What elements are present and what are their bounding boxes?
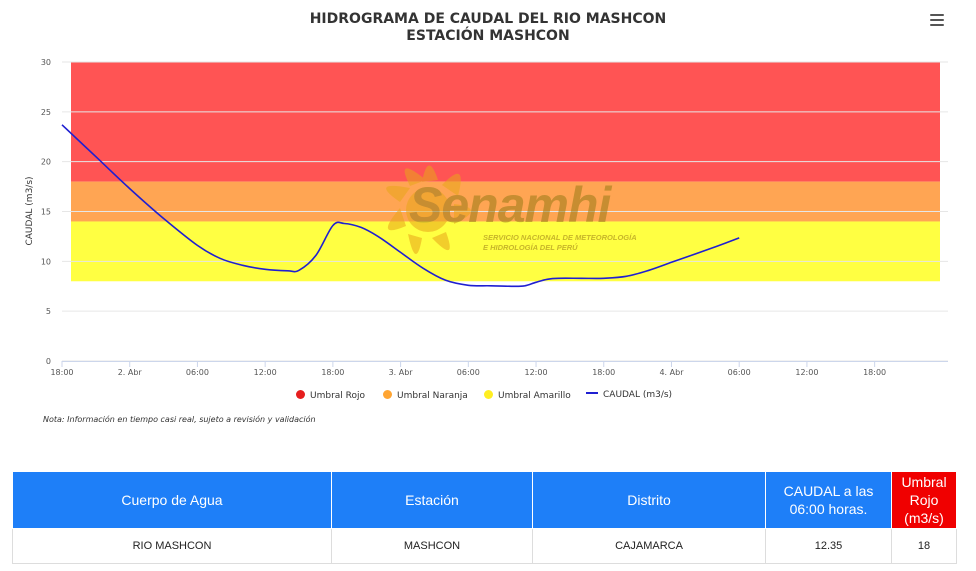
x-tick-label: 18:00 — [321, 368, 344, 377]
x-tick-label: 06:00 — [728, 368, 751, 377]
legend-item-umbral-naranja[interactable]: Umbral Naranja — [383, 390, 468, 401]
watermark-brand: Senamhi — [409, 177, 611, 233]
x-tick-label: 12:00 — [795, 368, 818, 377]
red-dot-icon — [296, 390, 305, 399]
y-tick-label: 10 — [41, 257, 51, 266]
y-tick-label: 5 — [46, 307, 51, 316]
y-tick-label: 0 — [46, 357, 51, 366]
header-distrito: Distrito — [532, 471, 766, 529]
table-row: RIO MASHCON MASHCON CAJAMARCA 12.35 18 — [12, 528, 957, 564]
y-axis-label: CAUDAL (m3/s) — [25, 176, 35, 245]
chart-title: HIDROGRAMA DE CAUDAL DEL RIO MASHCON — [309, 11, 667, 27]
orange-dot-icon — [383, 390, 392, 399]
band-umbral-naranja — [71, 181, 940, 222]
legend-label: CAUDAL (m3/s) — [603, 390, 673, 400]
y-axis: 0 5 10 15 20 25 30 — [41, 58, 51, 366]
x-tick-label: 3. Abr — [389, 368, 414, 377]
series-layer — [61, 124, 740, 288]
x-tick-label: 06:00 — [457, 368, 480, 377]
legend-label: Umbral Amarillo — [498, 391, 571, 401]
x-tick-label: 12:00 — [254, 368, 277, 377]
header-estacion: Estación — [331, 471, 533, 529]
x-tick-label: 18:00 — [863, 368, 886, 377]
chart-subtitle: ESTACIÓN MASHCON — [406, 28, 570, 44]
header-cuerpo-de-agua: Cuerpo de Agua — [12, 471, 332, 529]
cell-distrito: CAJAMARCA — [532, 528, 766, 564]
y-tick-label: 25 — [41, 108, 51, 117]
blue-line-icon — [586, 392, 598, 394]
table-header-row: Cuerpo de Agua Estación Distrito CAUDAL … — [12, 471, 957, 529]
band-umbral-amarillo — [71, 221, 940, 282]
legend-label: Umbral Naranja — [397, 391, 468, 401]
x-tick-label: 18:00 — [592, 368, 615, 377]
legend-item-caudal[interactable]: CAUDAL (m3/s) — [586, 390, 672, 400]
y-tick-label: 20 — [41, 158, 51, 167]
legend-item-umbral-amarillo[interactable]: Umbral Amarillo — [484, 390, 571, 401]
header-umbral-rojo: Umbral Rojo (m3/s) — [891, 471, 957, 529]
watermark-line-1: SERVICIO NACIONAL DE METEOROLOGÍA — [483, 233, 637, 242]
legend-label: Umbral Rojo — [310, 391, 366, 401]
series-line-caudal[interactable] — [61, 124, 740, 288]
data-note: Nota: Información en tiempo casi real, s… — [43, 415, 316, 424]
x-tick-label: 4. Abr — [659, 368, 684, 377]
y-tick-label: 30 — [41, 58, 51, 67]
y-tick-label: 15 — [41, 208, 51, 217]
header-caudal: CAUDAL a las 06:00 horas. — [765, 471, 892, 529]
cell-umbral-rojo: 18 — [891, 528, 957, 564]
legend-item-umbral-rojo[interactable]: Umbral Rojo — [296, 390, 365, 401]
hamburger-menu-icon[interactable] — [930, 14, 944, 26]
hydrograph-chart: 0 5 10 15 20 25 30 18:00 2. Abr 06:00 12:00 18:00 3… — [25, 58, 948, 377]
cell-caudal: 12.35 — [765, 528, 892, 564]
chart-legend: Umbral Rojo Umbral Naranja Umbral Amaril… — [0, 390, 976, 404]
x-tick-label: 18:00 — [50, 368, 73, 377]
cell-estacion: MASHCON — [331, 528, 533, 564]
watermark-line-2: E HIDROLOGÍA DEL PERÚ — [483, 243, 578, 252]
senamhi-watermark: Senamhi SERVICIO NACIONAL DE METEOROLOGÍ… — [366, 140, 666, 275]
cell-cuerpo-de-agua: RIO MASHCON — [12, 528, 332, 564]
x-tick-label: 2. Abr — [118, 368, 143, 377]
x-tick-label: 12:00 — [525, 368, 548, 377]
yellow-dot-icon — [484, 390, 493, 399]
sun-logo-icon — [386, 165, 471, 255]
station-data-table: Cuerpo de Agua Estación Distrito CAUDAL … — [12, 471, 957, 564]
x-tick-label: 06:00 — [186, 368, 209, 377]
x-axis: 18:00 2. Abr 06:00 12:00 18:00 3. Abr 06:00 12:… — [50, 361, 948, 377]
